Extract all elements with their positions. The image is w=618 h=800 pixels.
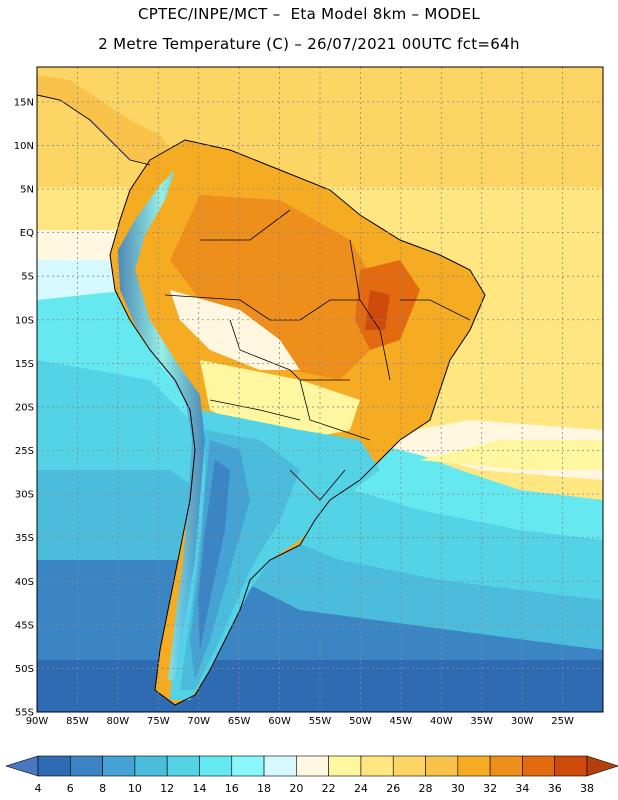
lon-tick-label: 65W: [228, 716, 251, 727]
map-title-line2: 2 Metre Temperature (C) – 26/07/2021 00U…: [98, 35, 520, 53]
colorbar-tick-label: 24: [354, 782, 368, 795]
country-borders: [164, 209, 471, 501]
lat-tick-label: 40S: [15, 577, 34, 588]
colorbar-low-arrow: [4, 755, 39, 777]
lon-tick-label: 50W: [349, 716, 372, 727]
lon-tick-label: 45W: [390, 716, 413, 727]
colorbar-tick-label: 8: [99, 782, 106, 795]
lon-tick-label: 70W: [187, 716, 210, 727]
lat-tick-label: 15N: [14, 97, 34, 108]
colorbar-tick-label: 32: [483, 782, 497, 795]
colorbar-tick-label: 14: [192, 782, 206, 795]
colorbar-swatch: [231, 755, 265, 777]
lat-tick-label: 10N: [14, 141, 34, 152]
colorbar-high-arrow: [586, 755, 618, 777]
colorbar-swatch: [134, 755, 168, 777]
lat-tick-label: 35S: [15, 533, 34, 544]
colorbar-swatch: [199, 755, 233, 777]
lon-tick-label: 85W: [66, 716, 89, 727]
colorbar-swatch: [37, 755, 71, 777]
colorbar-tick-label: 18: [257, 782, 271, 795]
lat-tick-label: 30S: [15, 490, 34, 501]
coastline: [109, 139, 486, 706]
lat-tick-label: 55S: [15, 708, 34, 719]
lat-tick-label: 45S: [15, 620, 34, 631]
lon-tick-label: 55W: [309, 716, 332, 727]
graticule: [37, 67, 603, 712]
colorbar-tick-label: 6: [67, 782, 74, 795]
colorbar: [4, 755, 618, 777]
lon-tick-label: 40W: [430, 716, 453, 727]
colorbar-swatch: [425, 755, 459, 777]
map-title-line1: CPTEC/INPE/MCT – Eta Model 8km – MODEL: [137, 5, 481, 23]
colorbar-tick-label: 38: [580, 782, 594, 795]
colorbar-tick-label: 16: [225, 782, 239, 795]
colorbar-swatch: [522, 755, 556, 777]
lon-tick-label: 60W: [268, 716, 291, 727]
longitude-labels: 90W 85W 80W 75W 70W 65W 60W 55W 50W 45W 40W 35W 30W 2…: [26, 716, 574, 727]
colorbar-tick-label: 22: [322, 782, 336, 795]
latitude-labels: 15N 10N 5N EQ 5S 10S 15S 20S 25S 30S 35S 40S 45S 50S 5…: [14, 97, 34, 718]
colorbar-tick-label: 28: [419, 782, 433, 795]
colorbar-tick-label: 10: [128, 782, 142, 795]
colorbar-swatch: [263, 755, 297, 777]
lon-tick-label: 35W: [470, 716, 493, 727]
colorbar-swatch: [296, 755, 329, 777]
colorbar-swatch: [392, 755, 426, 777]
colorbar-tick-label: 20: [289, 782, 303, 795]
lat-tick-label: 10S: [15, 315, 34, 326]
colorbar-swatch: [457, 755, 491, 777]
lon-tick-label: 80W: [107, 716, 130, 727]
lat-tick-label: 5N: [20, 185, 34, 196]
colorbar-tick-label: 34: [515, 782, 529, 795]
colorbar-tick-label: 36: [548, 782, 562, 795]
lat-tick-label: 5S: [21, 272, 34, 283]
colorbar-swatch: [360, 755, 394, 777]
colorbar-swatch: [102, 755, 136, 777]
colorbar-swatch: [328, 755, 362, 777]
lon-tick-label: 75W: [147, 716, 170, 727]
lat-tick-label: 25S: [15, 446, 34, 457]
colorbar-tick-label: 12: [160, 782, 174, 795]
lat-tick-label: 15S: [15, 359, 34, 370]
lat-tick-label: EQ: [20, 228, 34, 239]
map-frame: [36, 66, 604, 713]
colorbar-swatch: [69, 755, 103, 777]
lon-tick-label: 90W: [26, 716, 49, 727]
colorbar-swatch: [489, 755, 523, 777]
colorbar-swatch: [554, 755, 588, 777]
colorbar-tick-label: 30: [451, 782, 465, 795]
colorbar-tick-label: 4: [35, 782, 42, 795]
central-america-coast: [36, 94, 151, 166]
lat-tick-label: 20S: [15, 402, 34, 413]
lon-tick-label: 25W: [551, 716, 574, 727]
colorbar-labels: 4 6 8 10 12 14 16 18 20 22 24 26 28 30 32 34 36 38: [35, 782, 595, 795]
colorbar-tick-label: 26: [386, 782, 400, 795]
lat-tick-label: 50S: [15, 664, 34, 675]
lon-tick-label: 30W: [511, 716, 534, 727]
colorbar-swatch: [166, 755, 200, 777]
